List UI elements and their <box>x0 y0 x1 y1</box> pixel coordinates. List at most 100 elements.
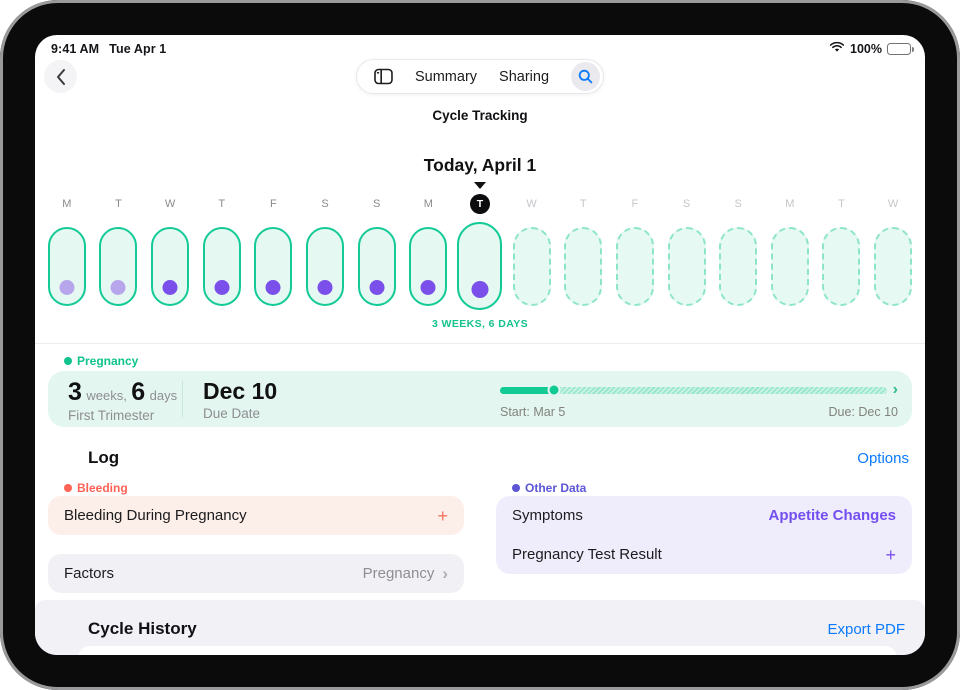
back-chevron-icon <box>55 68 66 86</box>
due-date-value: Dec 10 <box>203 378 278 404</box>
day-capsule[interactable] <box>719 226 758 306</box>
day-capsule[interactable] <box>99 226 138 306</box>
timeline-day-column[interactable]: T <box>816 193 868 312</box>
due-date-block: Dec 10 Due Date <box>203 378 277 421</box>
factors-chevron-icon: › <box>442 564 448 583</box>
timeline-day-column[interactable]: F <box>248 193 300 312</box>
pregnancy-test-label: Pregnancy Test Result <box>512 546 662 563</box>
log-entry-dot-icon <box>369 279 385 295</box>
day-capsule[interactable] <box>47 226 86 306</box>
timeline-day-column[interactable]: S <box>661 193 713 312</box>
day-capsule[interactable] <box>151 226 190 306</box>
day-capsule[interactable] <box>822 226 861 306</box>
log-heading: Log <box>88 448 120 467</box>
days-value: 6 <box>131 378 146 406</box>
pregnancy-summary-card[interactable]: 3 weeks, 6 days First Trimester Dec 10 D… <box>48 371 912 427</box>
day-capsule[interactable] <box>564 226 603 306</box>
today-pointer-icon <box>474 182 486 189</box>
top-navigation: Summary Sharing <box>355 59 605 94</box>
trimester-label: First Trimester <box>68 408 155 423</box>
day-letter: W <box>164 198 176 210</box>
day-capsule[interactable] <box>409 226 448 306</box>
timeline-day-column[interactable]: S <box>712 193 764 312</box>
back-button[interactable] <box>44 60 77 93</box>
day-capsule[interactable] <box>306 226 345 306</box>
timeline-day-column[interactable]: M <box>402 193 454 312</box>
day-letter: S <box>734 198 742 210</box>
progress-chevron-icon[interactable]: › <box>892 381 898 398</box>
add-test-result-icon[interactable]: + <box>885 544 896 565</box>
status-date: Tue Apr 1 <box>109 42 167 56</box>
timeline-day-column[interactable]: M <box>41 193 93 312</box>
app-screen: 9:41 AM Tue Apr 1 100% Summary Sharing <box>35 35 925 655</box>
timeline-day-column[interactable]: W <box>144 193 196 312</box>
day-letter: T <box>838 198 845 210</box>
factors-row[interactable]: Factors Pregnancy › <box>48 554 464 593</box>
day-capsule[interactable] <box>667 226 706 306</box>
options-link[interactable]: Options <box>857 450 909 467</box>
status-bar-left: 9:41 AM Tue Apr 1 <box>51 42 176 56</box>
tab-summary[interactable]: Summary <box>414 68 478 85</box>
day-letter: F <box>270 198 277 210</box>
add-bleeding-icon[interactable]: + <box>437 505 448 526</box>
day-capsule[interactable] <box>254 226 293 306</box>
timeline-day-column[interactable]: F <box>609 193 661 312</box>
day-capsule[interactable] <box>357 226 396 306</box>
other-data-card: Symptoms Appetite Changes Pregnancy Test… <box>496 496 912 574</box>
export-pdf-link[interactable]: Export PDF <box>827 621 905 638</box>
pregnancy-test-row[interactable]: Pregnancy Test Result + <box>496 535 912 574</box>
bleeding-dot-icon <box>64 484 72 492</box>
day-capsule[interactable] <box>457 222 503 310</box>
log-entry-dot-icon <box>471 281 489 298</box>
timeline-day-column[interactable]: M <box>764 193 816 312</box>
bleeding-section-text: Bleeding <box>77 481 128 495</box>
progress-track <box>500 383 887 397</box>
other-data-dot-icon <box>512 484 520 492</box>
timeline-day-column[interactable]: S <box>351 193 403 312</box>
search-button[interactable] <box>571 62 601 91</box>
due-date-label: Due Date <box>203 406 261 421</box>
section-divider <box>35 343 925 344</box>
day-capsule[interactable] <box>202 226 241 306</box>
day-letter: S <box>372 198 381 210</box>
pregnancy-duration-label: 3 WEEKS, 6 DAYS <box>431 318 529 330</box>
page-title: Cycle Tracking <box>432 108 528 123</box>
pregnancy-duration-block: 3 weeks, 6 days First Trimester <box>68 378 177 423</box>
search-icon <box>578 69 593 84</box>
log-entry-dot-icon <box>110 279 126 295</box>
pregnancy-section-text: Pregnancy <box>77 354 139 368</box>
day-letter: T <box>115 198 122 210</box>
day-letter: S <box>682 198 691 210</box>
day-capsule[interactable] <box>770 226 809 306</box>
cycle-history-card <box>78 646 897 655</box>
timeline-day-column[interactable]: S <box>299 193 351 312</box>
timeline-day-column[interactable]: T <box>454 193 506 312</box>
day-letter: M <box>62 198 72 210</box>
today-heading: Today, April 1 <box>423 155 537 175</box>
tab-sharing[interactable]: Sharing <box>499 68 550 85</box>
log-entry-dot-icon <box>265 279 281 295</box>
day-capsule[interactable] <box>512 226 551 306</box>
timeline-day-column[interactable]: W <box>506 193 558 312</box>
day-letter: T <box>579 198 587 210</box>
symptoms-value[interactable]: Appetite Changes <box>768 507 896 524</box>
log-entry-dot-icon <box>420 279 436 295</box>
bleeding-row[interactable]: Bleeding During Pregnancy + <box>48 496 464 535</box>
sidebar-toggle-icon[interactable] <box>374 68 393 85</box>
day-letter: T <box>218 198 226 210</box>
timeline-day-column[interactable]: T <box>557 193 609 312</box>
day-letter: M <box>785 198 795 210</box>
timeline-day-column[interactable]: W <box>867 193 919 312</box>
day-capsule[interactable] <box>874 226 913 306</box>
timeline-day-column[interactable]: T <box>93 193 145 312</box>
timeline-day-column[interactable]: T <box>196 193 248 312</box>
day-letter: W <box>887 198 899 210</box>
cycle-history-section: Cycle History Export PDF <box>35 600 925 655</box>
day-capsule[interactable] <box>615 226 654 306</box>
symptoms-row[interactable]: Symptoms Appetite Changes <box>496 496 912 535</box>
progress-start-label: Start: Mar 5 <box>500 405 566 419</box>
day-letter: W <box>526 198 537 210</box>
weeks-value: 3 <box>68 378 82 406</box>
battery-icon <box>887 42 914 55</box>
